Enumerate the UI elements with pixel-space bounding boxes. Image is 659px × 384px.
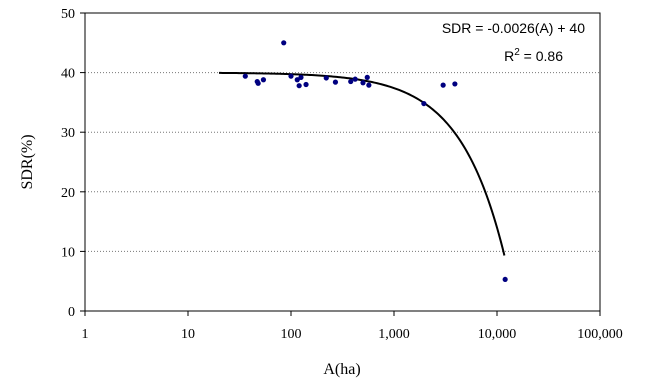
data-point [260, 77, 267, 83]
axis-ticks [80, 12, 601, 316]
data-point [323, 75, 329, 81]
data-point [255, 80, 261, 86]
data-points [242, 40, 508, 283]
r-squared-label: R2 = 0.86 [504, 47, 563, 64]
tick-labels: 0 10 20 30 40 50 1 10 100 1,000 10,000 100,000 [61, 7, 623, 342]
data-point [348, 78, 354, 85]
x-tick-label: 10,000 [478, 327, 517, 342]
y-tick-label: 20 [61, 186, 75, 201]
data-point [440, 82, 446, 88]
y-tick-label: 30 [61, 126, 75, 141]
equation-label: SDR = -0.0026(A) + 40 [442, 20, 585, 36]
y-tick-label: 0 [68, 305, 75, 320]
data-point [364, 74, 370, 80]
data-point [452, 81, 458, 87]
x-tick-label: 100 [281, 327, 302, 342]
y-axis-title: SDR(%) [19, 134, 36, 189]
data-point [242, 73, 248, 79]
y-tick-label: 40 [61, 67, 75, 82]
data-point [332, 79, 339, 85]
data-point [352, 76, 358, 82]
x-tick-label: 1,000 [378, 327, 410, 342]
data-point [294, 77, 300, 83]
x-axis-title: A(ha) [323, 361, 360, 378]
trend-line [219, 71, 506, 256]
data-point [296, 83, 302, 89]
y-tick-label: 10 [61, 245, 75, 260]
data-point [360, 80, 366, 86]
y-tick-label: 50 [61, 7, 75, 22]
data-point [298, 74, 304, 80]
plot-area-border [84, 12, 601, 312]
data-point [502, 276, 508, 283]
data-point [288, 73, 294, 79]
data-point [421, 100, 427, 107]
data-point [281, 40, 287, 46]
data-point [366, 82, 372, 88]
x-tick-label: 1 [82, 327, 89, 342]
data-point [303, 81, 309, 88]
x-tick-label: 100,000 [577, 327, 623, 342]
x-tick-label: 10 [181, 327, 195, 342]
gridlines [85, 72, 600, 252]
